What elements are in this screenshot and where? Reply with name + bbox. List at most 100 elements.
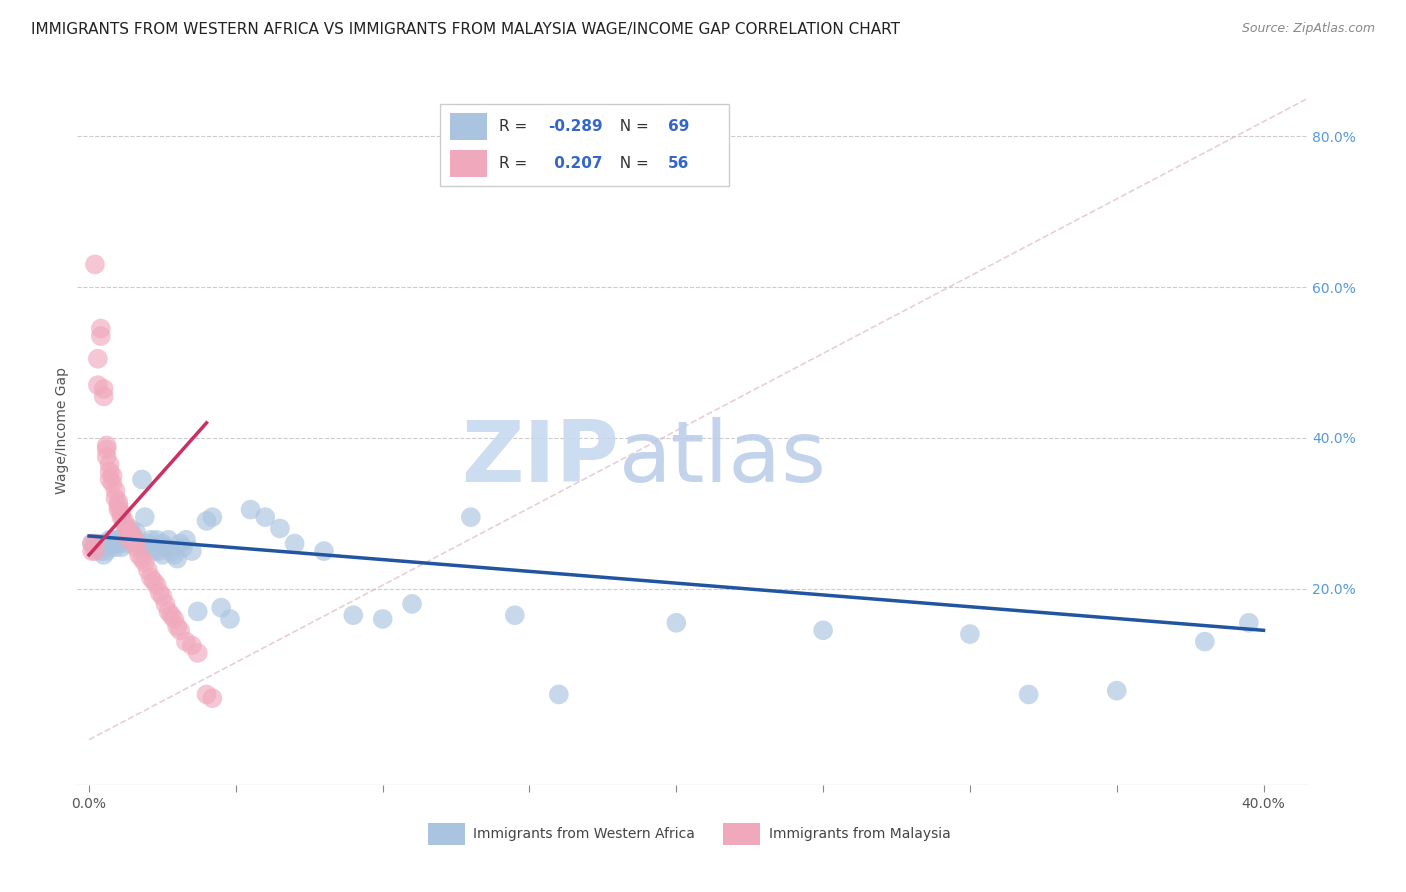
Bar [450,112,486,140]
Bar [723,823,761,845]
Point [145,533,167,547]
Point [131,541,153,555]
Text: R =: R = [499,156,533,171]
Point [122,529,145,543]
Point [125,525,148,540]
Point [98,465,121,479]
Point [959,627,981,641]
Point [87,536,110,550]
Point [166,551,188,566]
Point [219,612,242,626]
Point [125,541,148,555]
Point [107,499,129,513]
Point [84,541,107,555]
Point [117,521,139,535]
Point [110,510,132,524]
Point [117,533,139,547]
Text: Immigrants from Western Africa: Immigrants from Western Africa [474,827,696,841]
Point [117,529,139,543]
Point [201,691,224,706]
Point [134,556,156,570]
Point [152,548,174,562]
Point [90,329,112,343]
Point [96,536,118,550]
Point [128,548,150,562]
Point [312,544,335,558]
Point [110,507,132,521]
Bar [427,823,465,845]
Point [120,533,142,547]
Text: Immigrants from Malaysia: Immigrants from Malaysia [769,827,950,841]
Point [107,536,129,550]
Point [401,597,423,611]
Point [122,533,145,547]
Point [107,533,129,547]
Point [104,483,127,498]
Point [104,541,127,555]
Point [174,533,197,547]
Point [157,533,180,547]
Text: -0.289: -0.289 [548,119,603,134]
Point [195,514,218,528]
Point [93,536,115,550]
Point [107,502,129,516]
Point [172,541,194,555]
Y-axis label: Wage/Income Gap: Wage/Income Gap [55,367,69,494]
Point [84,536,107,550]
Text: ZIP: ZIP [461,417,619,500]
Point [136,563,159,577]
Point [93,389,115,403]
Point [254,510,277,524]
Point [96,544,118,558]
Point [503,608,526,623]
Point [163,548,186,562]
Point [84,544,107,558]
Point [166,619,188,633]
Point [134,510,156,524]
Point [1105,683,1128,698]
Text: 0.207: 0.207 [548,156,602,171]
Point [110,541,132,555]
Point [811,624,834,638]
Point [342,608,364,623]
Point [104,536,127,550]
Point [93,548,115,562]
Point [101,468,124,483]
Point [157,604,180,618]
Point [93,382,115,396]
Point [139,570,162,584]
Point [125,536,148,550]
Point [201,510,224,524]
Point [136,536,159,550]
Point [90,321,112,335]
Point [80,536,103,550]
Point [665,615,688,630]
Text: IMMIGRANTS FROM WESTERN AFRICA VS IMMIGRANTS FROM MALAYSIA WAGE/INCOME GAP CORRE: IMMIGRANTS FROM WESTERN AFRICA VS IMMIGR… [31,22,900,37]
Point [160,608,183,623]
Point [371,612,394,626]
Point [128,536,150,550]
Point [87,378,110,392]
Point [142,541,165,555]
Point [101,536,124,550]
Point [117,536,139,550]
Text: 69: 69 [668,119,689,134]
Point [155,597,177,611]
Bar [450,150,486,178]
Point [187,604,209,618]
Point [142,574,165,589]
Point [460,510,482,524]
Point [180,639,202,653]
Point [239,502,262,516]
Point [152,590,174,604]
Point [122,533,145,547]
Point [1194,634,1216,648]
Point [112,514,135,528]
Point [180,544,202,558]
Point [169,624,191,638]
Point [101,533,124,547]
Point [90,541,112,555]
Point [155,541,177,555]
Point [187,646,209,660]
Point [148,585,170,599]
